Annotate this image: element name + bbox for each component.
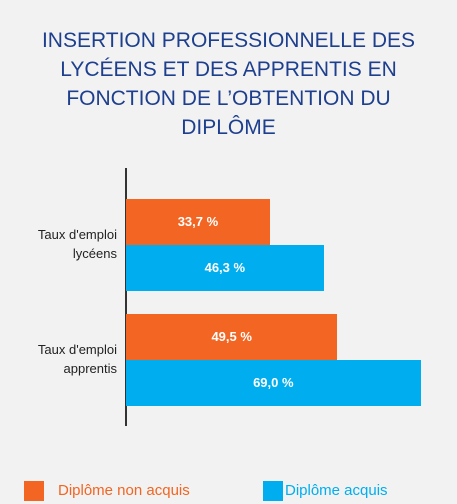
category-label: Taux d'emploi lycéens — [37, 227, 117, 261]
bar — [126, 199, 270, 245]
legend-swatch — [263, 481, 283, 501]
value-label: 69,0 % — [253, 375, 294, 390]
axis-line — [125, 168, 127, 426]
chart-title: INSERTION PROFESSIONNELLE DES LYCÉENS ET… — [41, 29, 416, 139]
bar — [126, 314, 338, 360]
value-label: 46,3 % — [204, 260, 246, 275]
legend-label: Diplôme non acquis — [58, 482, 190, 499]
value-label: 33,7 % — [177, 214, 219, 229]
legend-label: Diplôme acquis — [285, 482, 388, 499]
value-label: 49,5 % — [211, 329, 252, 344]
bar — [126, 245, 324, 291]
category-label: Taux d'emploi apprentis — [37, 342, 117, 376]
bar — [126, 360, 421, 406]
legend-swatch — [24, 481, 44, 501]
